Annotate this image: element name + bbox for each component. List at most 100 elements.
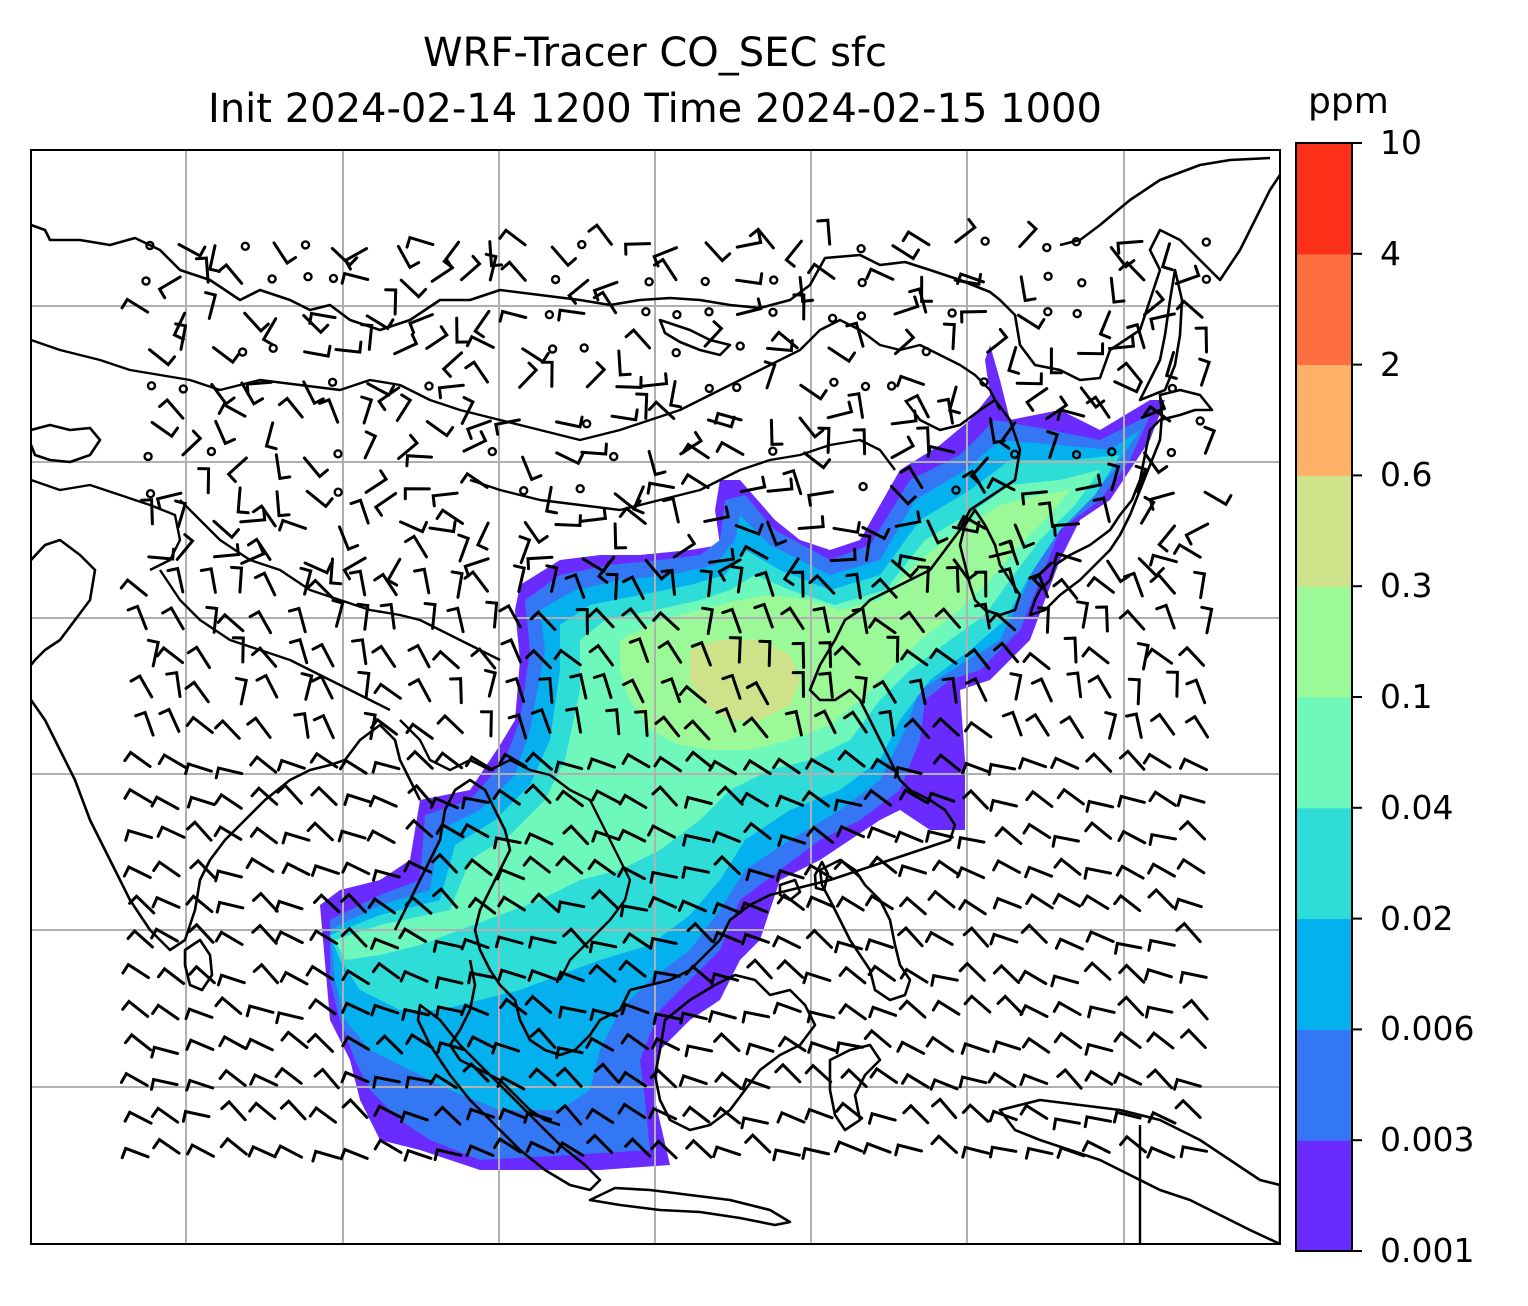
coastline-hainan (778, 878, 802, 902)
wind-barb (618, 506, 647, 525)
wind-barb (274, 929, 304, 945)
wind-barb (275, 1011, 304, 1025)
wind-barb (215, 900, 245, 914)
wind-barb (524, 994, 553, 1014)
wind-barb (461, 796, 490, 810)
wind-barb (908, 287, 928, 314)
wind-barb (457, 533, 471, 563)
wind-barb (277, 758, 306, 772)
wind-barb (998, 539, 1020, 566)
wind-barb (363, 430, 378, 460)
wind-barb (858, 533, 872, 562)
wind-barb (575, 607, 589, 635)
wind-barb (624, 327, 652, 350)
wind-barb (837, 749, 866, 768)
wind-barb (1083, 1115, 1113, 1129)
wind-barb (152, 1137, 181, 1155)
wind-barb (366, 829, 396, 844)
wind-barb (521, 455, 543, 482)
wind-barb (845, 572, 862, 600)
wind-barb (172, 311, 187, 341)
wind-barb (886, 635, 900, 663)
wind-barb (1115, 864, 1145, 880)
wind-barb (1020, 490, 1048, 506)
wind-barb (744, 1132, 772, 1154)
wind-barb (1052, 1117, 1081, 1131)
wind-barb (1149, 312, 1176, 331)
wind-barb (998, 567, 1018, 594)
wind-calm-circle (328, 273, 339, 284)
wind-calm-circle (857, 277, 867, 288)
wind-barb (868, 1005, 898, 1019)
wind-calm-circle (609, 451, 619, 462)
wind-barb (219, 1136, 248, 1156)
wind-barb (964, 720, 993, 739)
wind-barb (493, 1137, 522, 1154)
wind-barb (862, 1141, 892, 1155)
wind-barb (305, 964, 335, 981)
wind-barb (593, 1062, 621, 1084)
wind-barb (791, 641, 806, 669)
wind-barb (871, 577, 898, 599)
wind-calm-circle (947, 308, 957, 318)
wind-barb (775, 868, 805, 882)
wind-barb (498, 603, 522, 629)
wind-barb (244, 1037, 274, 1052)
wind-barb (407, 643, 431, 669)
wind-barb (428, 520, 457, 534)
colorbar-tick-label: 0.04 (1380, 787, 1454, 827)
wind-barb (1025, 892, 1054, 910)
wind-barb (929, 1077, 959, 1091)
wind-barb (901, 1072, 930, 1089)
wind-barb (1173, 542, 1202, 559)
wind-barb (646, 481, 675, 495)
wind-barb (565, 706, 582, 734)
wind-barb (1036, 606, 1050, 634)
wind-barb (745, 868, 775, 882)
wind-barb (932, 716, 960, 737)
wind-barb (252, 891, 279, 913)
wind-barb (311, 1149, 341, 1163)
wind-barb (867, 825, 896, 839)
wind-barb (580, 442, 608, 456)
wind-barb (585, 1036, 615, 1052)
wind-barb (805, 757, 834, 773)
wind-barb (898, 999, 927, 1019)
wind-barb (1020, 923, 1048, 944)
wind-barb (498, 1107, 528, 1120)
wind-barb (621, 606, 647, 630)
wind-barb (807, 262, 836, 280)
wind-barb (513, 564, 526, 593)
wind-barb (249, 754, 278, 774)
wind-calm-circle (1201, 274, 1212, 284)
wind-calm-circle (544, 310, 555, 320)
wind-barb (434, 751, 464, 770)
wind-barb (1184, 522, 1210, 546)
wind-barb (843, 710, 868, 734)
wind-barb (591, 888, 619, 909)
wind-barb (712, 1145, 742, 1159)
wind-barb (484, 668, 498, 698)
wind-barb (525, 648, 552, 670)
colorbar-bin (1296, 1029, 1352, 1141)
wind-barb (929, 647, 958, 665)
wind-barb (851, 607, 869, 635)
wind-barb (958, 898, 987, 916)
wind-barb (432, 649, 460, 670)
wind-barb (545, 485, 559, 515)
wind-barb (1056, 1067, 1083, 1090)
wind-barb (379, 602, 396, 630)
wind-barb (460, 1003, 490, 1017)
wind-barb (766, 477, 794, 493)
wind-barb (538, 676, 554, 704)
wind-calm-circle (671, 348, 681, 358)
wind-barb (1056, 1145, 1086, 1159)
wind-calm-circle (732, 382, 742, 393)
wind-barb (1086, 575, 1115, 594)
wind-barb (753, 602, 774, 629)
wind-barb (435, 822, 465, 839)
wind-barb (518, 535, 532, 565)
wind-barb (1108, 334, 1136, 350)
wind-barb (808, 573, 836, 595)
wind-barb (465, 755, 494, 772)
